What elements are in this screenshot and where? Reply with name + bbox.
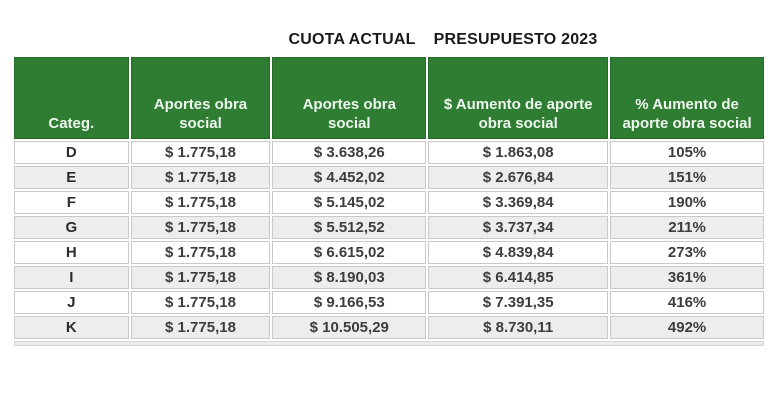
cell-categ: D: [14, 141, 129, 164]
cell-aportes-actual: $ 1.775,18: [130, 266, 271, 289]
cell-aumento-pct: 361%: [610, 266, 764, 289]
cell-aumento-pct: 416%: [610, 291, 764, 314]
cell-aportes-presupuesto: $ 8.190,03: [272, 266, 427, 289]
cell-categ: H: [14, 241, 129, 264]
table-row: K $ 1.775,18 $ 10.505,29 $ 8.730,11 492%: [14, 316, 764, 339]
cell-categ: J: [14, 291, 129, 314]
cell-aumento-importe: $ 3.369,84: [428, 191, 609, 214]
cell-aportes-actual: $ 1.775,18: [130, 241, 271, 264]
cell-aportes-presupuesto: $ 6.615,02: [272, 241, 427, 264]
cell-aumento-importe: $ 6.414,85: [428, 266, 609, 289]
title-cuota-actual: CUOTA ACTUAL: [288, 31, 416, 48]
header-aumento-importe: $ Aumento de aporte obra social: [428, 57, 609, 139]
cell-aumento-pct: 273%: [610, 241, 764, 264]
cell-categ: F: [14, 191, 129, 214]
title-presupuesto-2023: PRESUPUESTO 2023: [433, 31, 598, 48]
cell-aportes-actual: $ 1.775,18: [130, 191, 271, 214]
table-row: E $ 1.775,18 $ 4.452,02 $ 2.676,84 151%: [14, 166, 764, 189]
cell-aumento-importe: $ 1.863,08: [428, 141, 609, 164]
table-body: D $ 1.775,18 $ 3.638,26 $ 1.863,08 105% …: [14, 141, 764, 346]
cell-aumento-importe: $ 3.737,34: [428, 216, 609, 239]
bottom-strip-cell: [14, 341, 764, 346]
header-aumento-pct: % Aumento de aporte obra social: [610, 57, 764, 139]
chart-title: CUOTA ACTUAL PRESUPUESTO 2023: [54, 31, 778, 49]
cell-aumento-pct: 190%: [610, 191, 764, 214]
table-header: Categ. Aportes obra social Aportes obra …: [14, 57, 764, 139]
table-row: H $ 1.775,18 $ 6.615,02 $ 4.839,84 273%: [14, 241, 764, 264]
cell-aumento-pct: 151%: [610, 166, 764, 189]
cell-aportes-presupuesto: $ 3.638,26: [272, 141, 427, 164]
cell-aportes-presupuesto: $ 5.145,02: [272, 191, 427, 214]
header-aportes-presupuesto: Aportes obra social: [272, 57, 427, 139]
table-row: J $ 1.775,18 $ 9.166,53 $ 7.391,35 416%: [14, 291, 764, 314]
cell-aumento-pct: 492%: [610, 316, 764, 339]
cell-aportes-actual: $ 1.775,18: [130, 291, 271, 314]
header-aportes-actual: Aportes obra social: [130, 57, 271, 139]
cell-aportes-actual: $ 1.775,18: [130, 316, 271, 339]
cell-aumento-pct: 105%: [610, 141, 764, 164]
cell-aportes-presupuesto: $ 10.505,29: [272, 316, 427, 339]
header-row: Categ. Aportes obra social Aportes obra …: [14, 57, 764, 139]
table-bottom-strip: [14, 341, 764, 346]
table-row: I $ 1.775,18 $ 8.190,03 $ 6.414,85 361%: [14, 266, 764, 289]
cell-categ: G: [14, 216, 129, 239]
data-table: Categ. Aportes obra social Aportes obra …: [12, 55, 766, 348]
cell-categ: I: [14, 266, 129, 289]
cell-aportes-presupuesto: $ 9.166,53: [272, 291, 427, 314]
table-row: D $ 1.775,18 $ 3.638,26 $ 1.863,08 105%: [14, 141, 764, 164]
cell-aportes-presupuesto: $ 5.512,52: [272, 216, 427, 239]
cell-categ: K: [14, 316, 129, 339]
cell-aumento-pct: 211%: [610, 216, 764, 239]
cell-aumento-importe: $ 8.730,11: [428, 316, 609, 339]
cell-aportes-actual: $ 1.775,18: [130, 141, 271, 164]
header-categ: Categ.: [14, 57, 129, 139]
table-row: G $ 1.775,18 $ 5.512,52 $ 3.737,34 211%: [14, 216, 764, 239]
cell-aportes-presupuesto: $ 4.452,02: [272, 166, 427, 189]
cell-categ: E: [14, 166, 129, 189]
cell-aumento-importe: $ 2.676,84: [428, 166, 609, 189]
table-row: F $ 1.775,18 $ 5.145,02 $ 3.369,84 190%: [14, 191, 764, 214]
cell-aumento-importe: $ 7.391,35: [428, 291, 609, 314]
cell-aportes-actual: $ 1.775,18: [130, 216, 271, 239]
cell-aumento-importe: $ 4.839,84: [428, 241, 609, 264]
cell-aportes-actual: $ 1.775,18: [130, 166, 271, 189]
